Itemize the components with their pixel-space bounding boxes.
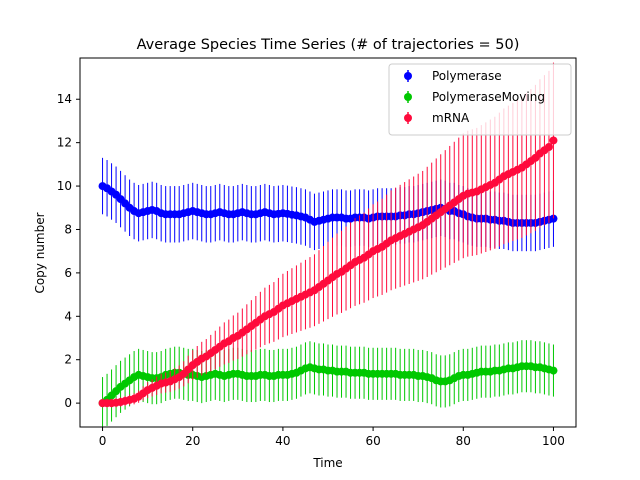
x-tick-label: 40 [275,434,290,448]
mrna-point [549,136,558,145]
legend-polymerase-marker [404,72,412,80]
y-axis-label: Copy number [33,212,47,293]
y-tick-label: 0 [64,396,72,410]
y-tick-label: 12 [57,136,72,150]
legend-polymerase-label: Polymerase [432,69,502,83]
chart-title: Average Species Time Series (# of trajec… [137,37,520,53]
y-tick-label: 6 [64,266,72,280]
mrna-point [544,142,553,151]
polymerase-point [549,214,558,223]
legend-mrna-label: mRNA [432,111,470,125]
legend-box [388,63,572,136]
y-tick-label: 8 [64,222,72,236]
legend: Polymerase PolymeraseMoving mRNA [388,63,572,136]
polymerasemoving-point [549,366,558,375]
x-tick-label: 20 [185,434,200,448]
x-tick-label: 100 [542,434,565,448]
y-tick-label: 2 [64,353,72,367]
series-group [98,62,558,427]
x-tick-label: 60 [365,434,380,448]
y-tick-label: 14 [57,92,72,106]
x-tick-label: 0 [99,434,107,448]
x-tick-label: 80 [456,434,471,448]
x-axis-label: Time [312,456,342,470]
y-tick-label: 4 [64,309,72,323]
legend-mrna-marker [404,114,412,122]
legend-polymerasemoving-label: PolymeraseMoving [432,90,545,104]
y-tick-label: 10 [57,179,72,193]
plot-area: 0 20 40 60 80 100 0 2 4 6 8 10 12 14 [57,57,577,448]
legend-polymerasemoving-marker [404,93,412,101]
plot-frame [79,57,577,428]
